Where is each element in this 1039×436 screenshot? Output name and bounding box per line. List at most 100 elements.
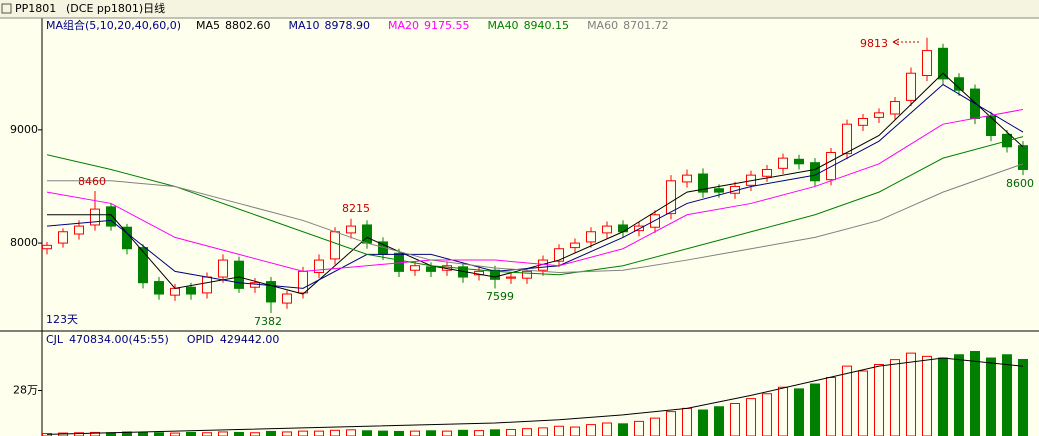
candle-body [650,214,660,228]
volume-bar [314,430,324,436]
candle-body [170,287,180,296]
volume-bar [906,352,916,436]
volume-bar [618,423,628,436]
candle-body [234,260,244,289]
ma-line [47,163,1024,274]
volume-bar [858,370,868,436]
candle-body [634,225,644,232]
ma-line [46,136,1024,276]
volume-bar [570,426,580,436]
legend-name: MA20 [388,19,419,32]
annotation-arrowhead [892,38,900,46]
volume-bar [634,420,644,436]
volume-bar [874,364,884,436]
y-tick-label: 28万 [13,384,38,397]
volume-bar [490,429,500,436]
candle-body [202,276,212,294]
volume-bar [986,357,996,436]
volume-bar [506,429,516,436]
candle-body [842,123,852,155]
volume-bar [42,433,52,436]
candle-body [266,281,276,303]
volume-bar [426,430,436,436]
legend-value: 9175.55 [424,19,470,32]
candle-body [762,168,772,177]
volume-bar [746,398,756,436]
volume-bar [250,432,260,436]
volume-bar [714,406,724,436]
volume-bar [330,429,340,436]
legend-name: MA10 [289,19,320,32]
volume-legend: CJL [46,333,64,346]
title: PP1801 [15,2,56,15]
candle-body [506,276,516,279]
legend-value: 8978.90 [325,19,371,32]
legend-value: 8701.72 [623,19,669,32]
volume-bar [682,407,692,436]
candle-body [42,244,52,250]
volume-bar [202,432,212,436]
candle-body [826,151,836,181]
candle-body [682,174,692,183]
candle-body [218,259,228,278]
candle-body [282,293,292,304]
candle-body [74,225,84,235]
legend-value: 8940.15 [524,19,570,32]
volume-bar [186,431,196,436]
candle-body [890,101,900,115]
volume-bar [794,388,804,436]
volume-bar [938,357,948,436]
candle-body [314,259,324,274]
candle-body [570,242,580,249]
volume-bar [138,431,148,436]
volume-bar [970,351,980,436]
candle-body [618,224,628,233]
y-tick-label: 8000 [10,236,38,249]
volume-bar [698,409,708,436]
icon [1,3,12,14]
volume-bar [538,427,548,436]
volume-bar [474,430,484,436]
volume-legend: 470834.00(45:55) [69,333,169,346]
volume-bar [234,431,244,436]
legend-value: 8802.60 [225,19,271,32]
ma-line [46,83,1024,289]
volume-bar [362,430,372,436]
volume-bar [762,393,772,436]
volume-bar [266,430,276,436]
ma-group-label: MA组合(5,10,20,40,60,0) [46,18,181,32]
ma-line [46,108,1024,272]
candle-body [1018,145,1028,170]
volume-bar [170,432,180,436]
title-bar [0,0,1039,18]
open-interest-line [46,357,1024,435]
volume-bar [1018,358,1028,436]
candle-body [922,50,932,76]
volume-bar [730,403,740,436]
volume-bar [442,430,452,436]
annotation: 8215 [342,202,370,215]
volume-bar [282,431,292,436]
candle-body [330,231,340,260]
candle-body [298,270,308,294]
candle-body [906,72,916,101]
annotation: 8460 [78,175,106,188]
candle-body [346,225,356,234]
period-label: 123天 [46,313,78,326]
candle-body [858,118,868,126]
candle-body [410,265,420,271]
legend-name: MA40 [488,19,519,32]
volume-bar [298,430,308,436]
candle-body [666,180,676,215]
candle-body [938,47,948,80]
volume-bar [602,422,612,436]
volume-bar [954,354,964,436]
candle-body [522,270,532,279]
candle-body [602,225,612,234]
volume-bar [458,429,468,436]
candle-body [106,206,116,227]
volume-bar [586,424,596,436]
legend-name: MA60 [587,19,618,32]
y-tick-label: 9000 [10,123,38,136]
